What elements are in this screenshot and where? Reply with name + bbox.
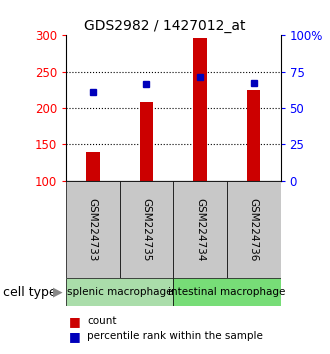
Bar <box>119 181 173 278</box>
Text: count: count <box>87 316 117 326</box>
Text: ■: ■ <box>69 330 81 343</box>
Bar <box>173 181 227 278</box>
Text: GSM224735: GSM224735 <box>142 198 151 261</box>
Text: ▶: ▶ <box>53 286 63 299</box>
Bar <box>66 278 173 306</box>
Bar <box>86 152 100 253</box>
Text: GDS2982 / 1427012_at: GDS2982 / 1427012_at <box>84 19 246 34</box>
Bar <box>66 181 120 278</box>
Text: percentile rank within the sample: percentile rank within the sample <box>87 331 263 341</box>
Bar <box>173 278 280 306</box>
Text: intestinal macrophage: intestinal macrophage <box>168 287 285 297</box>
Text: cell type: cell type <box>3 286 57 299</box>
Text: GSM224734: GSM224734 <box>195 198 205 261</box>
Bar <box>227 181 280 278</box>
Bar <box>140 102 153 253</box>
Text: splenic macrophage: splenic macrophage <box>67 287 172 297</box>
Bar <box>193 38 207 253</box>
Text: GSM224736: GSM224736 <box>249 198 259 261</box>
Text: ■: ■ <box>69 315 81 328</box>
Bar <box>247 90 260 253</box>
Text: GSM224733: GSM224733 <box>88 198 98 261</box>
